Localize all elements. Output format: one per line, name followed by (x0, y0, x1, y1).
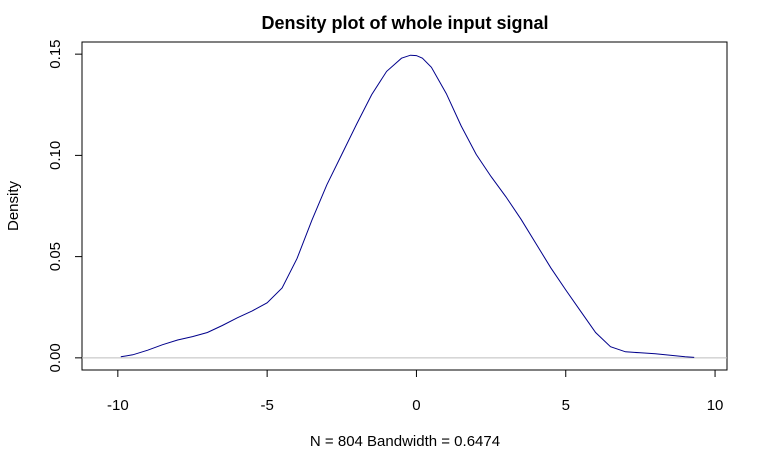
density-line (120, 54, 695, 358)
chart-title: Density plot of whole input signal (262, 13, 549, 33)
x-axis: -10 -5 0 5 10 (107, 370, 723, 414)
y-tick-label: 0.15 (47, 39, 64, 68)
x-tick-label: 10 (707, 397, 724, 414)
x-tick-label: -5 (260, 397, 273, 414)
y-axis-label: Density (5, 180, 22, 231)
y-axis: 0.00 0.05 0.10 0.15 (47, 39, 82, 373)
y-tick-label: 0.00 (47, 343, 64, 372)
plot-frame (81, 41, 728, 371)
x-axis-label: N = 804 Bandwidth = 0.6474 (310, 433, 500, 450)
y-tick-label: 0.10 (47, 141, 64, 170)
x-tick-label: -10 (107, 397, 129, 414)
x-tick-label: 5 (562, 397, 570, 414)
x-tick-label: 0 (412, 397, 420, 414)
y-tick-label: 0.05 (47, 242, 64, 271)
